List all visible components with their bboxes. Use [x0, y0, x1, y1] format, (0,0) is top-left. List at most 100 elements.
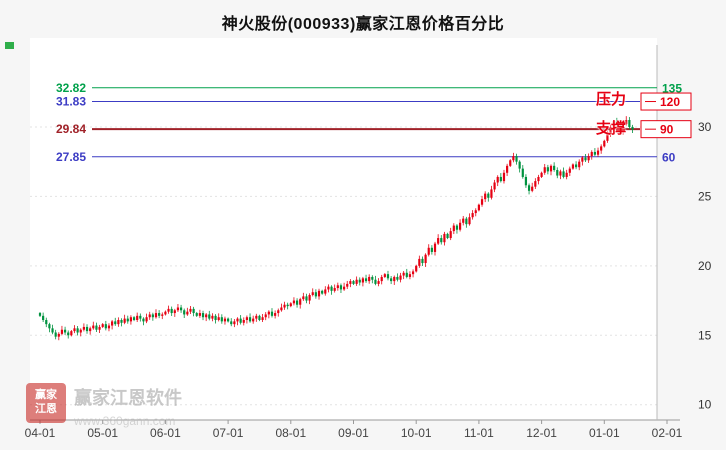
- candle-body: [396, 276, 399, 280]
- x-axis-label: 11-01: [464, 426, 494, 440]
- candle-body: [603, 140, 606, 147]
- x-axis-label: 08-01: [275, 426, 306, 440]
- candle-body: [117, 320, 120, 325]
- candle-body: [223, 318, 227, 322]
- candle-body: [255, 315, 258, 319]
- x-axis-label: 10-01: [401, 426, 432, 440]
- candle-body: [154, 313, 158, 318]
- brand-seal-icon: 赢家 江恩: [26, 383, 66, 423]
- candle-body: [534, 181, 537, 187]
- candle-body: [458, 222, 462, 230]
- candle-body: [502, 172, 506, 182]
- level-price-label: 29.84: [56, 122, 86, 136]
- candle-body: [346, 283, 349, 287]
- candle-body: [618, 125, 622, 132]
- candle-body: [239, 318, 242, 323]
- support-label: 支撑: [596, 120, 627, 137]
- candle-body: [111, 321, 114, 326]
- candle-body: [553, 165, 556, 170]
- x-axis-label: 07-01: [213, 426, 244, 440]
- candle-body: [89, 328, 92, 332]
- seal-line1: 赢家: [35, 389, 57, 402]
- candle-body: [518, 161, 521, 169]
- candle-body: [509, 160, 512, 166]
- candle-body: [314, 292, 317, 297]
- candle-body: [371, 276, 374, 280]
- candle-body: [236, 318, 239, 322]
- level-pct-label: 120: [660, 95, 680, 109]
- candle-body: [474, 210, 477, 214]
- x-axis-label: 06-01: [150, 426, 181, 440]
- candle-body: [217, 317, 220, 320]
- candle-body: [205, 314, 208, 318]
- candle-body: [114, 321, 117, 325]
- candle-body: [358, 279, 361, 283]
- candle-body: [211, 315, 214, 319]
- candle-body: [92, 325, 95, 329]
- candle-body: [609, 126, 612, 134]
- y-axis-label: 25: [698, 189, 712, 203]
- candle-body: [120, 320, 123, 323]
- watermark-url: www.360gann.com: [74, 414, 176, 428]
- candle-body: [38, 313, 42, 316]
- candle-body: [295, 300, 299, 305]
- seal-line2: 江恩: [35, 403, 57, 415]
- candle-body: [67, 332, 70, 336]
- candle-body: [562, 171, 565, 177]
- candle-body: [70, 331, 73, 336]
- candle-body: [364, 278, 368, 282]
- candle-body: [499, 176, 502, 182]
- candle-body: [208, 314, 211, 319]
- candle-body: [201, 313, 205, 318]
- candle-body: [349, 281, 352, 284]
- x-axis-label: 09-01: [338, 426, 369, 440]
- candle-body: [151, 314, 154, 318]
- candle-body: [302, 296, 305, 300]
- candle-body: [587, 156, 590, 161]
- level-pct-box: [640, 92, 692, 111]
- candle-body: [600, 146, 603, 151]
- candle-body: [515, 156, 518, 162]
- candle-body: [179, 307, 183, 311]
- level-price-label: 32.82: [56, 81, 86, 95]
- candle-body: [321, 290, 324, 294]
- candle-body: [107, 325, 111, 329]
- candle-body: [408, 274, 412, 277]
- candle-body: [139, 315, 142, 319]
- candle-body: [161, 314, 164, 316]
- candle-body: [468, 217, 471, 225]
- candle-body: [183, 310, 186, 315]
- candle-body: [286, 304, 289, 307]
- candle-body: [129, 317, 133, 322]
- candle-body: [126, 318, 129, 322]
- candle-body: [104, 324, 107, 329]
- candle-body: [424, 254, 427, 264]
- candle-body: [352, 281, 355, 284]
- candle-body: [305, 296, 308, 301]
- candle-body: [173, 310, 176, 314]
- candle-body: [549, 165, 553, 172]
- candle-body: [631, 126, 634, 130]
- candle-body: [57, 333, 60, 337]
- candle-body: [433, 243, 437, 252]
- candle-body: [484, 193, 487, 200]
- candle-body: [158, 313, 161, 316]
- candle-body: [176, 307, 180, 311]
- candle-body: [164, 311, 167, 315]
- candle-body: [427, 247, 430, 255]
- plot-background: [30, 38, 657, 420]
- candle-body: [277, 310, 280, 314]
- candle-body: [198, 313, 201, 316]
- candle-body: [136, 315, 139, 320]
- candle-body: [496, 176, 499, 183]
- candle-body: [101, 324, 104, 327]
- candle-body: [612, 121, 615, 127]
- candle-body: [76, 328, 79, 333]
- candle-body: [443, 233, 446, 243]
- pressure-label: 压力: [596, 91, 627, 108]
- candle-body: [568, 168, 571, 173]
- candle-body: [440, 238, 443, 243]
- candle-body: [220, 317, 223, 322]
- candle-body: [230, 321, 233, 325]
